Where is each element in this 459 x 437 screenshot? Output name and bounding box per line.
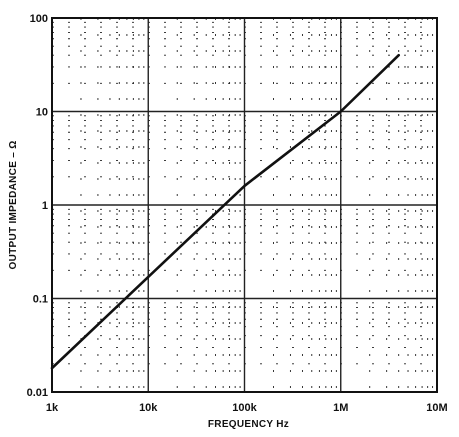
series-line	[50, 53, 401, 370]
x-tick-label: 10k	[139, 402, 158, 414]
y-axis-title: OUTPUT IMPEDANCE – Ω	[8, 140, 19, 269]
y-tick-label: 10	[36, 107, 48, 119]
x-tick-label: 1k	[46, 402, 59, 414]
plot-frame	[51, 17, 438, 393]
y-tick-label: 1	[42, 200, 48, 212]
y-tick-labels: 0.01 0.1 1 10 100	[27, 13, 48, 399]
x-tick-label: 10M	[426, 402, 447, 414]
y-tick-label: 0.01	[27, 387, 48, 399]
x-tick-label: 100k	[232, 402, 257, 414]
x-tick-label: 1M	[333, 402, 348, 414]
x-axis-title: FREQUENCY Hz	[208, 419, 289, 430]
x-tick-labels: 1k 10k 100k 1M 10M	[46, 402, 448, 414]
y-tick-label: 0.1	[33, 294, 48, 306]
series-group	[50, 53, 401, 370]
y-tick-label: 100	[30, 13, 48, 25]
